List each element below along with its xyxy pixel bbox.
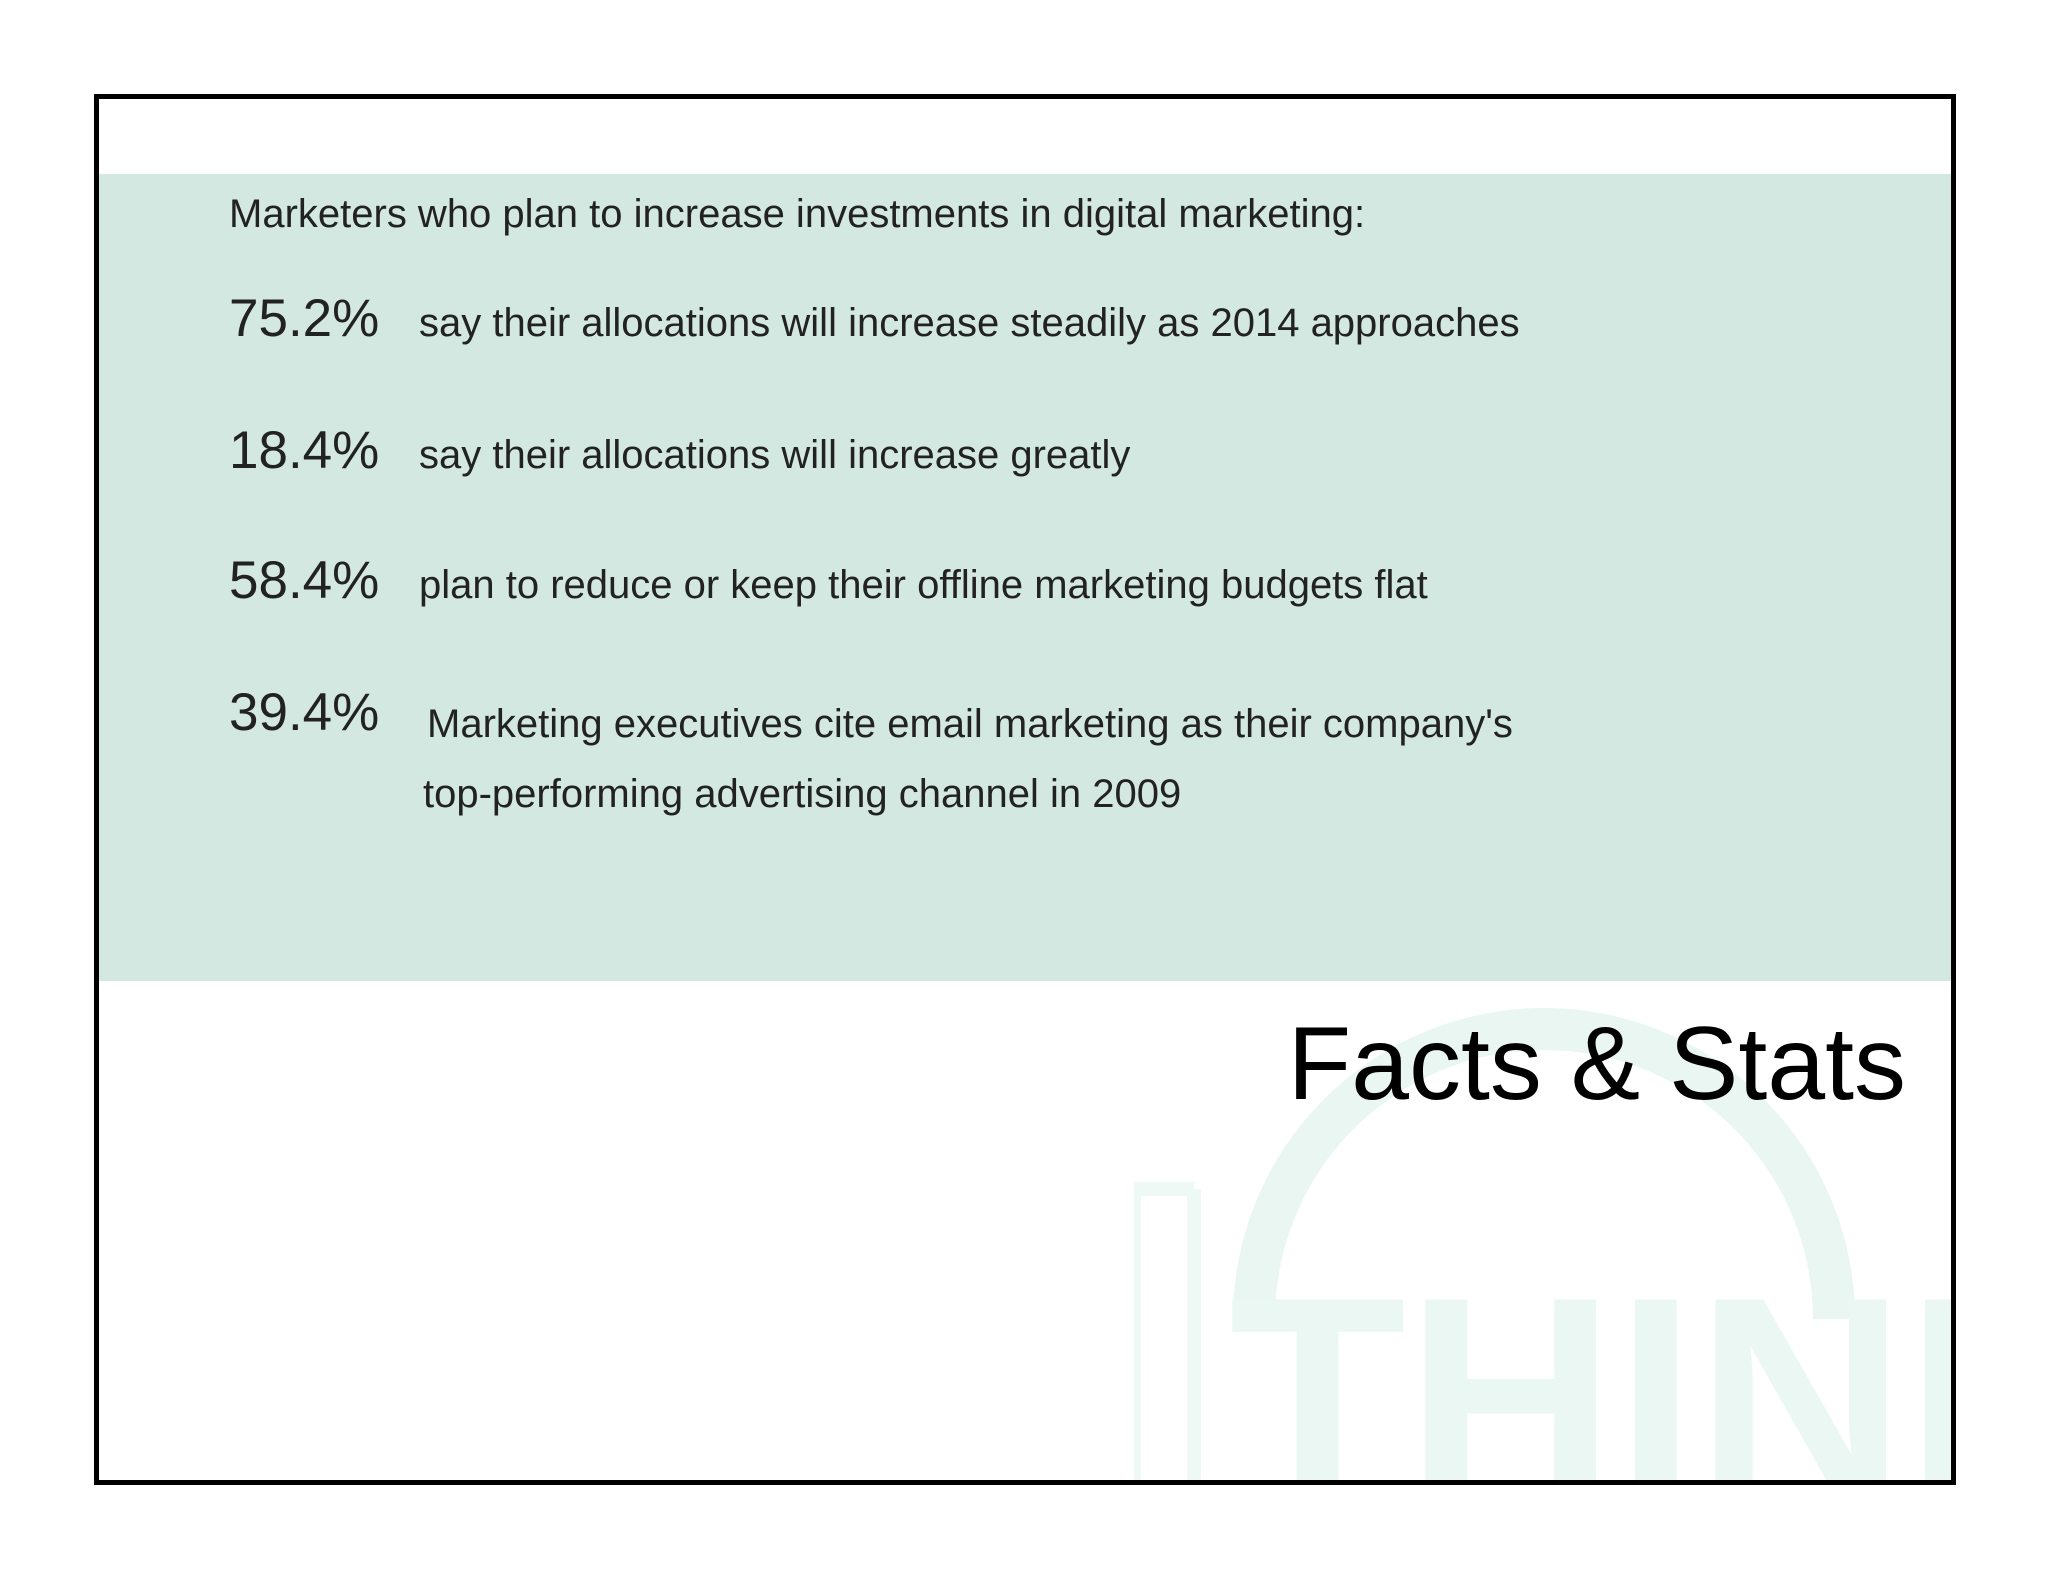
stats-panel: Marketers who plan to increase investmen… — [99, 174, 1951, 981]
stat-description-line: Marketing executives cite email marketin… — [427, 702, 1513, 746]
stat-row: 18.4% say their allocations will increas… — [229, 421, 1729, 481]
stat-row: 58.4% plan to reduce or keep their offli… — [229, 551, 1729, 611]
stat-value: 75.2% — [229, 289, 380, 348]
stat-description: say their allocations will increase grea… — [419, 433, 1131, 477]
stats-intro: Marketers who plan to increase investmen… — [229, 192, 1366, 236]
watermark-text: THINK — [1229, 1237, 1956, 1485]
stat-value: 39.4% — [229, 683, 380, 742]
stat-description: Marketing executives cite email marketin… — [423, 689, 1627, 829]
slide-frame: THINK Marketers who plan to increase inv… — [94, 94, 1956, 1485]
stat-row: 39.4% Marketing executives cite email ma… — [229, 683, 1729, 816]
stat-description-line: top-performing advertising channel in 20… — [423, 772, 1182, 816]
stat-description: say their allocations will increase stea… — [419, 301, 1520, 345]
stat-value: 58.4% — [229, 551, 380, 610]
stat-description: plan to reduce or keep their offline mar… — [419, 563, 1428, 607]
stat-row: 75.2% say their allocations will increas… — [229, 289, 1729, 349]
think-logo-watermark: THINK — [1134, 1008, 1956, 1485]
stat-value: 18.4% — [229, 421, 380, 480]
slide-title: Facts & Stats — [1287, 1006, 1906, 1122]
